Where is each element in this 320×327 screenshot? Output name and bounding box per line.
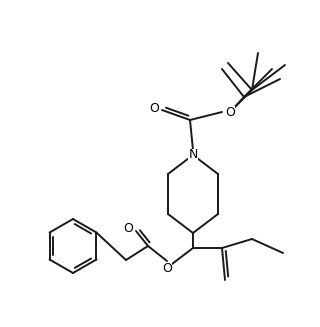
Text: N: N: [188, 148, 198, 162]
Text: O: O: [123, 222, 133, 235]
Text: O: O: [149, 102, 159, 115]
Text: O: O: [162, 262, 172, 274]
Text: O: O: [225, 106, 235, 118]
